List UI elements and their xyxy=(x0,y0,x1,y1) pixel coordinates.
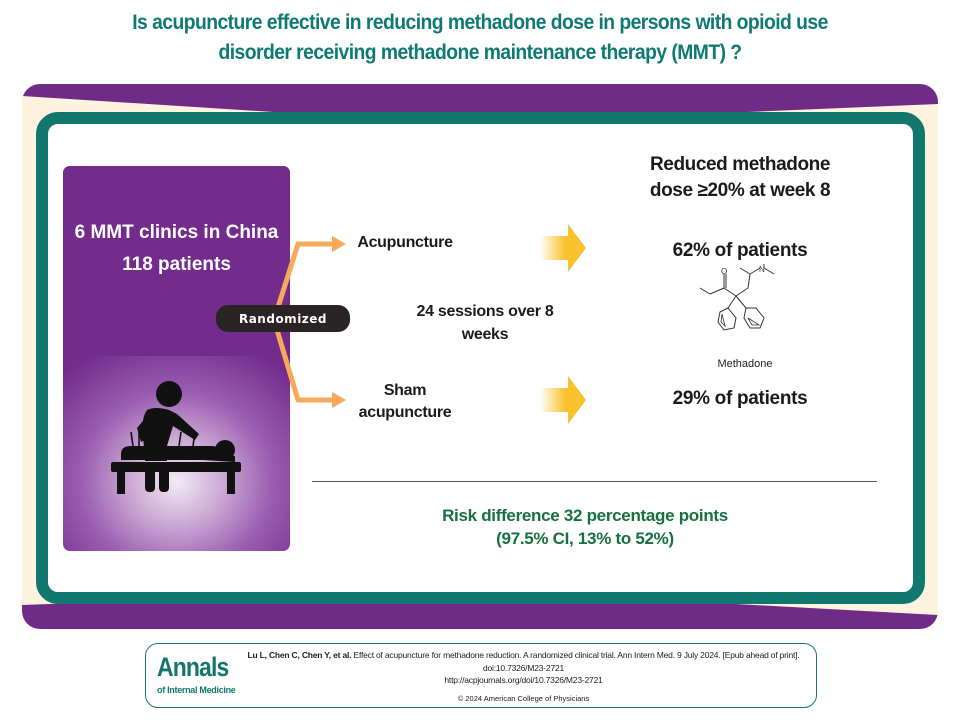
result-arrow-acupuncture-icon xyxy=(540,224,586,272)
divider-line xyxy=(312,481,877,482)
sham-result: 29% of patients xyxy=(672,388,808,409)
intervention-text: 24 sessions over 8 weeks xyxy=(416,303,554,343)
outcome-heading: Reduced methadone dose ≥20% at week 8 xyxy=(649,154,831,201)
risk-difference: Risk difference 32 percentage points (97… xyxy=(442,506,728,548)
patients-text: 118 patients xyxy=(122,254,231,275)
result-arrow-sham-icon xyxy=(540,376,586,424)
doi-link[interactable]: http://acpjournals.org/doi/10.7326/M23-2… xyxy=(444,675,603,685)
population-panel: 6 MMT clinics in China 118 patients xyxy=(63,166,290,551)
acupuncture-treatment-icon xyxy=(111,381,241,494)
svg-text:N: N xyxy=(759,265,765,274)
copyright: © 2024 American College of Physicians xyxy=(457,694,590,703)
journal-logo: Annals xyxy=(157,652,229,682)
page-title: Is acupuncture effective in reducing met… xyxy=(94,8,867,68)
clinics-text: 6 MMT clinics in China xyxy=(74,222,279,243)
arm-sham-label: Sham acupuncture xyxy=(358,382,452,421)
acupuncture-result: 62% of patients xyxy=(672,240,808,261)
journal-logo-subtitle: of Internal Medicine xyxy=(157,685,236,695)
citation-text: Lu L, Chen C, Chen Y, et al. Effect of a… xyxy=(236,649,811,687)
arm-acupuncture-label: Acupuncture xyxy=(357,234,453,251)
randomized-badge: Randomized xyxy=(216,305,350,332)
citation-footer: Annals of Internal Medicine Lu L, Chen C… xyxy=(145,643,817,708)
title-line-2: disorder receiving methadone maintenance… xyxy=(218,41,742,64)
methadone-molecule-icon: O N xyxy=(700,264,775,331)
svg-text:O: O xyxy=(721,267,727,276)
title-line-1: Is acupuncture effective in reducing met… xyxy=(132,11,828,34)
randomization-arrows xyxy=(271,236,346,408)
molecule-label: Methadone xyxy=(717,358,773,370)
